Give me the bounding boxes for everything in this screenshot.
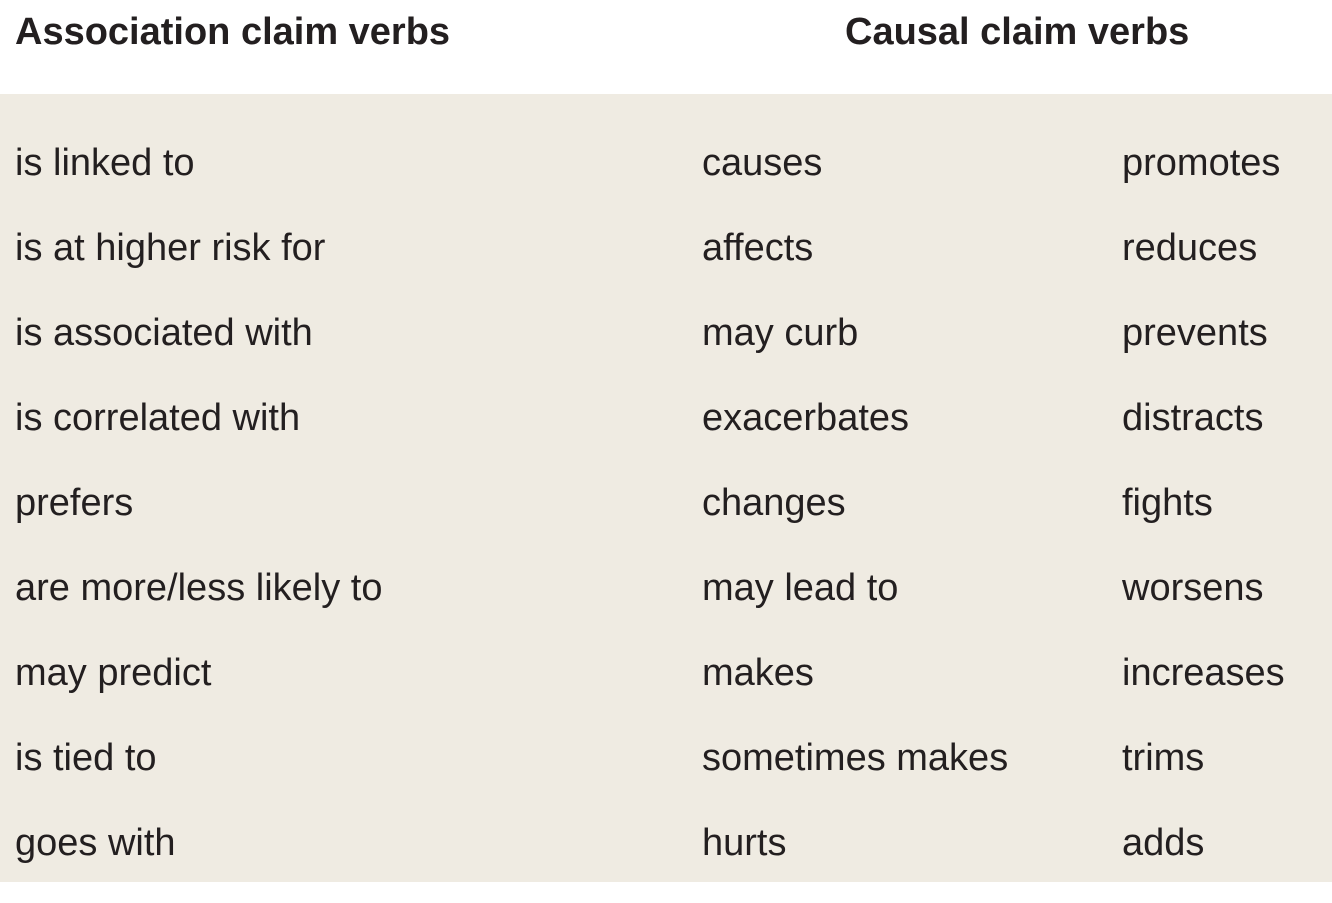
causal-header: Causal claim verbs: [845, 11, 1190, 53]
association-verb: is linked to: [15, 142, 195, 184]
causal-verb: may lead to: [702, 567, 899, 609]
causal-verb: distracts: [1122, 397, 1264, 439]
causal-verb: increases: [1122, 652, 1285, 694]
table-header: Association claim verbs Causal claim ver…: [0, 0, 1332, 94]
verbs-panel: is linked to is at higher risk for is as…: [0, 94, 1332, 882]
claim-verbs-table: Association claim verbs Causal claim ver…: [0, 0, 1332, 882]
association-verb: prefers: [15, 482, 134, 524]
causal-verb: may curb: [702, 312, 859, 354]
causal-verb: changes: [702, 482, 846, 524]
causal-verbs-list-2: promotes reduces prevents distracts figh…: [1122, 138, 1285, 903]
causal-verb: promotes: [1122, 142, 1281, 184]
association-verb: is tied to: [15, 737, 157, 779]
association-verbs-list: is linked to is at higher risk for is as…: [15, 138, 382, 903]
association-verb: is associated with: [15, 312, 313, 354]
causal-verb: hurts: [702, 822, 787, 864]
association-verb: is correlated with: [15, 397, 301, 439]
association-verb: is at higher risk for: [15, 227, 326, 269]
association-header: Association claim verbs: [15, 11, 451, 53]
causal-verb: adds: [1122, 822, 1205, 864]
causal-verb: sometimes makes: [702, 737, 1009, 779]
association-verb: may predict: [15, 652, 212, 694]
causal-verb: fights: [1122, 482, 1213, 524]
causal-verb: exacerbates: [702, 397, 910, 439]
causal-verb: makes: [702, 652, 814, 694]
causal-verb: reduces: [1122, 227, 1258, 269]
causal-verb: prevents: [1122, 312, 1268, 354]
causal-verb: causes: [702, 142, 823, 184]
causal-verb: worsens: [1122, 567, 1264, 609]
causal-verb: trims: [1122, 737, 1205, 779]
causal-verbs-list-1: causes affects may curb exacerbates chan…: [702, 138, 1008, 903]
association-verb: goes with: [15, 822, 176, 864]
causal-verb: affects: [702, 227, 814, 269]
association-verb: are more/less likely to: [15, 567, 383, 609]
